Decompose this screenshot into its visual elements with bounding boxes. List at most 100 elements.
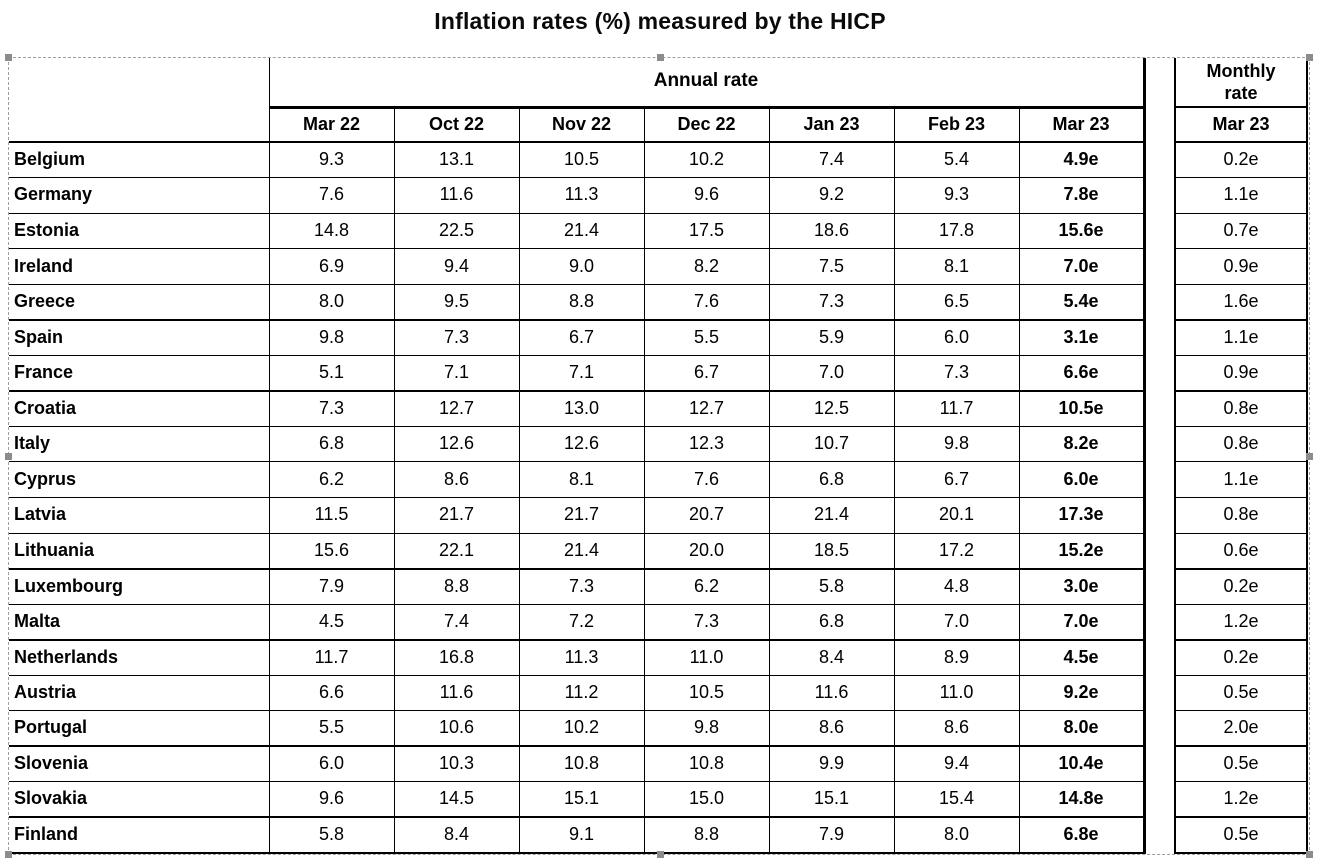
annual-cell: 6.6	[268, 674, 395, 712]
annual-cell: 7.3	[518, 568, 645, 605]
annual-cell: 9.6	[268, 781, 395, 819]
annual-cell: 8.1	[518, 461, 645, 498]
column-gap	[1144, 497, 1175, 533]
annual-mar23-cell: 7.8e	[1018, 177, 1146, 214]
annual-cell: 13.0	[518, 390, 645, 427]
column-header-jan23: Jan 23	[768, 106, 895, 143]
country-cell: Slovenia	[9, 746, 269, 783]
annual-cell: 16.8	[393, 639, 520, 676]
table-row: Slovenia 6.0 10.3 10.8 10.8 9.9 9.4 10.4e 0.5e	[9, 745, 1308, 783]
annual-cell: 8.4	[768, 639, 895, 676]
annual-cell: 7.1	[393, 354, 520, 392]
table-row: Estonia 14.8 22.5 21.4 17.5 18.6 17.8 15.6e 0.7e	[9, 212, 1308, 250]
country-cell: Portugal	[9, 710, 269, 748]
annual-cell: 5.4	[893, 141, 1020, 179]
annual-cell: 21.4	[518, 212, 645, 250]
month-header-row: Mar 22 Oct 22 Nov 22 Dec 22 Jan 23 Feb 2…	[9, 106, 1308, 143]
annual-cell: 18.6	[768, 212, 895, 250]
country-cell: Spain	[9, 319, 269, 356]
country-cell: France	[9, 355, 269, 392]
table-row: Luxembourg 7.9 8.8 7.3 6.2 5.8 4.8 3.0e 0.2e	[9, 568, 1308, 605]
annual-cell: 12.6	[518, 425, 645, 463]
annual-cell: 8.2	[643, 248, 770, 285]
column-header-mar23: Mar 23	[1018, 106, 1146, 143]
annual-cell: 7.3	[393, 319, 520, 356]
annual-cell: 11.6	[393, 177, 520, 214]
annual-cell: 9.8	[268, 319, 395, 356]
annual-mar23-cell: 3.1e	[1018, 319, 1146, 356]
annual-cell: 11.5	[268, 496, 395, 534]
annual-cell: 20.7	[643, 496, 770, 534]
annual-cell: 15.0	[643, 781, 770, 819]
annual-mar23-cell: 7.0e	[1018, 603, 1146, 641]
monthly-cell: 0.7e	[1174, 213, 1308, 250]
annual-cell: 12.5	[768, 390, 895, 427]
annual-cell: 11.7	[893, 390, 1020, 427]
selection-handle-middle-left[interactable]	[5, 453, 12, 460]
annual-cell: 7.9	[268, 568, 395, 605]
table-row: Greece 8.0 9.5 8.8 7.6 7.3 6.5 5.4e 1.6e	[9, 283, 1308, 321]
country-cell: Malta	[9, 604, 269, 641]
column-header-nov22: Nov 22	[518, 106, 645, 143]
country-cell: Cyprus	[9, 461, 269, 498]
annual-cell: 11.3	[518, 639, 645, 676]
column-gap	[1144, 640, 1175, 676]
selection-handle-bottom-right[interactable]	[1306, 851, 1313, 858]
selection-handle-top-center[interactable]	[657, 54, 664, 61]
annual-cell: 12.3	[643, 425, 770, 463]
annual-cell: 11.3	[518, 177, 645, 214]
selection-handle-middle-right[interactable]	[1306, 453, 1313, 460]
annual-cell: 10.8	[518, 745, 645, 783]
selection-handle-top-right[interactable]	[1306, 54, 1313, 61]
country-cell: Croatia	[9, 390, 269, 427]
monthly-cell: 2.0e	[1174, 710, 1308, 748]
annual-cell: 7.6	[643, 283, 770, 321]
annual-cell: 10.7	[768, 425, 895, 463]
table-row: Germany 7.6 11.6 11.3 9.6 9.2 9.3 7.8e 1.1e	[9, 177, 1308, 214]
annual-cell: 10.6	[393, 710, 520, 748]
annual-cell: 5.9	[768, 319, 895, 356]
annual-cell: 5.8	[268, 816, 395, 854]
annual-cell: 9.6	[643, 177, 770, 214]
annual-cell: 9.9	[768, 745, 895, 783]
annual-mar23-cell: 3.0e	[1018, 568, 1146, 605]
selection-handle-top-left[interactable]	[5, 54, 12, 61]
annual-cell: 7.0	[768, 354, 895, 392]
annual-cell: 10.5	[518, 141, 645, 179]
corner-cell	[9, 58, 269, 143]
annual-cell: 9.8	[893, 425, 1020, 463]
annual-cell: 9.5	[393, 283, 520, 321]
annual-cell: 7.6	[643, 461, 770, 498]
annual-cell: 8.6	[893, 710, 1020, 748]
country-cell: Austria	[9, 675, 269, 712]
annual-cell: 11.7	[268, 639, 395, 676]
annual-cell: 6.0	[268, 745, 395, 783]
annual-cell: 9.1	[518, 816, 645, 854]
table-row: Austria 6.6 11.6 11.2 10.5 11.6 11.0 9.2e 0.5e	[9, 674, 1308, 712]
annual-cell: 8.4	[393, 816, 520, 854]
annual-cell: 6.2	[643, 568, 770, 605]
column-header-monthly-mar23: Mar 23	[1174, 107, 1308, 143]
annual-cell: 13.1	[393, 141, 520, 179]
column-header-dec22: Dec 22	[643, 106, 770, 143]
annual-cell: 7.3	[643, 603, 770, 641]
annual-cell: 6.5	[893, 283, 1020, 321]
annual-cell: 7.5	[768, 248, 895, 285]
table-row: Ireland 6.9 9.4 9.0 8.2 7.5 8.1 7.0e 0.9e	[9, 248, 1308, 285]
annual-cell: 6.7	[518, 319, 645, 356]
annual-cell: 12.6	[393, 425, 520, 463]
page-title: Inflation rates (%) measured by the HICP	[434, 8, 886, 34]
table-row: Finland 5.8 8.4 9.1 8.8 7.9 8.0 6.8e 0.5e	[9, 816, 1308, 854]
annual-cell: 4.8	[893, 568, 1020, 605]
annual-cell: 9.2	[768, 177, 895, 214]
annual-cell: 17.2	[893, 532, 1020, 570]
selection-handle-bottom-center[interactable]	[657, 851, 664, 858]
column-gap	[1144, 675, 1175, 711]
selection-handle-bottom-left[interactable]	[5, 851, 12, 858]
monthly-cell: 0.5e	[1174, 817, 1308, 854]
annual-cell: 21.4	[768, 496, 895, 534]
table-row: Slovakia 9.6 14.5 15.1 15.0 15.1 15.4 14.8e 1.2e	[9, 781, 1308, 819]
column-gap	[1144, 533, 1175, 569]
monthly-cell: 0.2e	[1174, 639, 1308, 676]
annual-cell: 22.1	[393, 532, 520, 570]
